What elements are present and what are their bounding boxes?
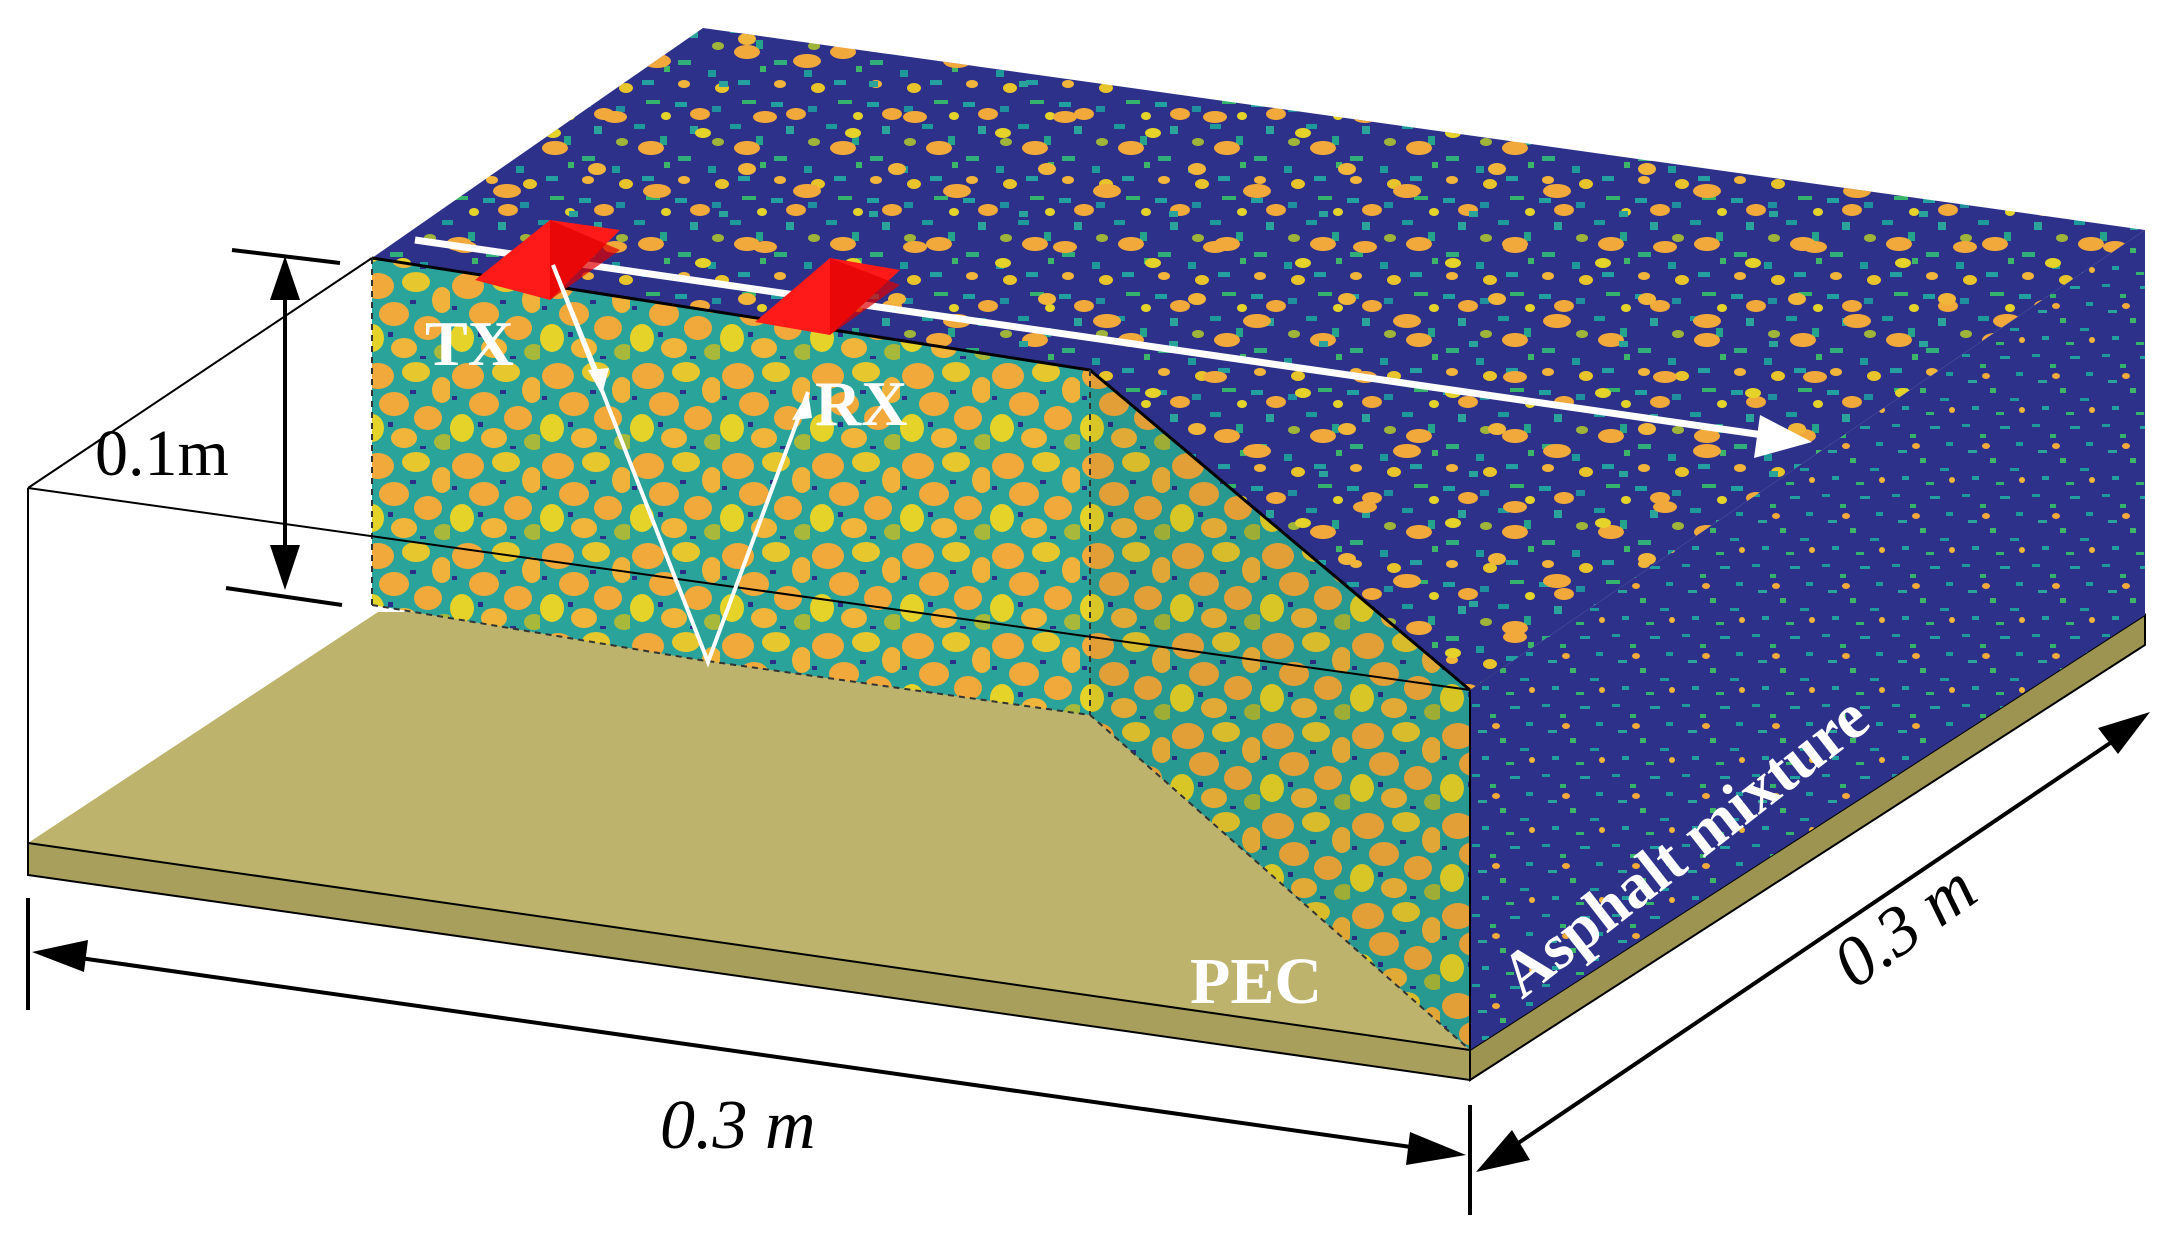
width-dimension	[26, 898, 1472, 1215]
depth-dimension	[1476, 712, 2150, 1172]
tx-label: TX	[425, 308, 514, 379]
pec-label: PEC	[1190, 945, 1322, 1018]
bounding-wireframe	[27, 257, 1471, 1050]
scan-path-arrow	[414, 236, 1812, 458]
asphalt-right-face	[1470, 230, 2145, 1050]
rx-label: RX	[815, 368, 907, 439]
asphalt-cut-face-left	[372, 258, 1090, 715]
asphalt-cut-face-slope	[1090, 370, 1470, 1050]
height-label: 0.1m	[95, 417, 229, 490]
width-label: 0.3 m	[660, 1087, 816, 1164]
height-dimension	[225, 248, 343, 607]
cut-edge-dashed-2	[371, 604, 1471, 1051]
slope-shade	[1090, 370, 1470, 1050]
ray-path	[551, 264, 812, 668]
tx-antenna-icon	[475, 220, 620, 300]
depth-label: 0.3 m	[1819, 849, 1990, 1003]
rx-antenna-icon	[755, 258, 900, 335]
